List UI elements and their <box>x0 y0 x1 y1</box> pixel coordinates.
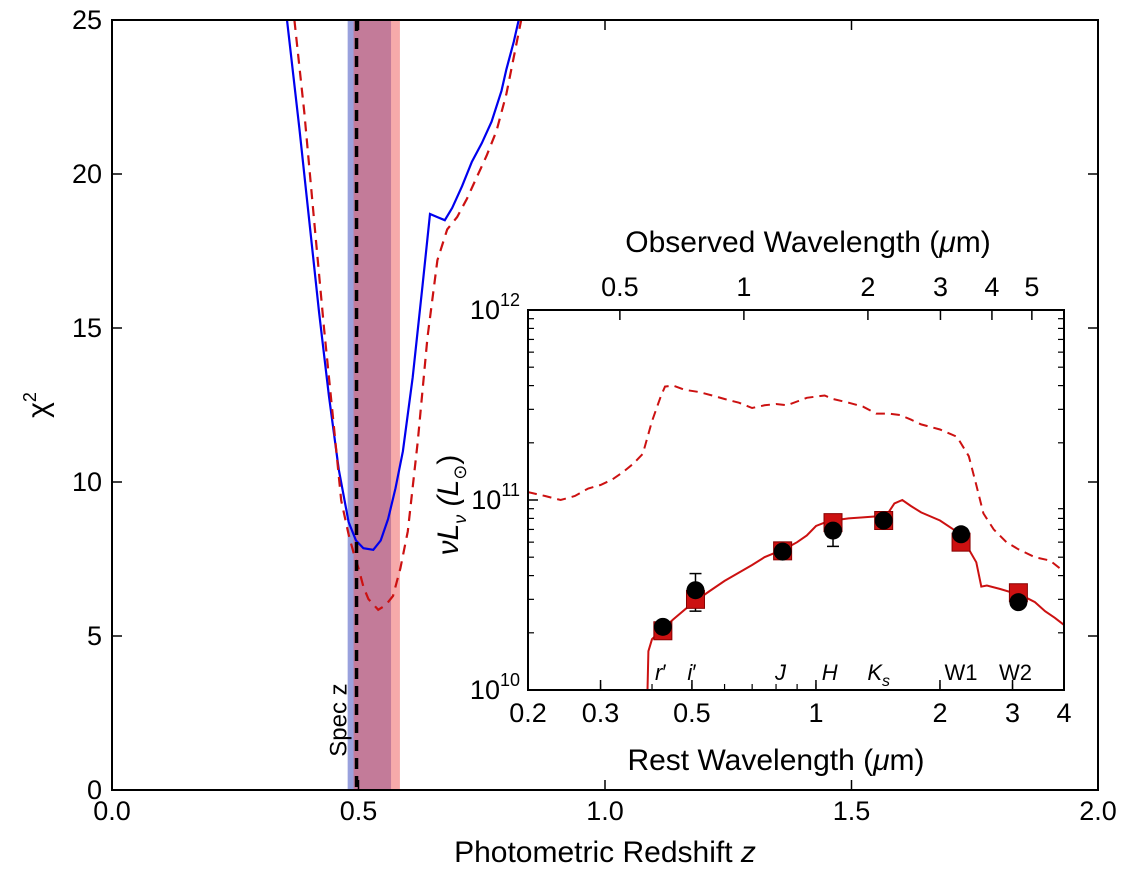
observed-tick-label: 1 <box>736 272 751 302</box>
observed-photometry-dot <box>874 511 893 530</box>
observed-photometry-dot <box>686 581 705 600</box>
band-label-h: H <box>822 660 838 685</box>
observed-tick-label: 5 <box>1024 272 1039 302</box>
observed-photometry-dot <box>824 521 843 540</box>
chi2-curve-dashed <box>293 20 523 612</box>
lum-tick-label: 1011 <box>471 480 520 515</box>
x-tick-label: 1.5 <box>833 796 871 826</box>
band-label-k: Ks <box>867 660 890 690</box>
y-axis-label-sup: 2 <box>20 392 40 402</box>
luminosity-label-paren: (L <box>432 480 465 515</box>
observed-wavelength-label-text: Observed Wavelength ( <box>625 226 939 259</box>
observed-photometry-dot <box>653 617 672 636</box>
luminosity-label-main: νL <box>432 524 465 556</box>
redshift-confidence-bands <box>347 20 400 790</box>
rest-tick-label: 0.3 <box>582 698 620 728</box>
chi2-curves <box>285 20 523 612</box>
observed-photometry-dot <box>1009 593 1028 612</box>
rest-wavelength-label-mu: μ <box>872 744 889 777</box>
y-tick-label: 20 <box>72 159 102 189</box>
rest-tick-label: 0.2 <box>509 698 547 728</box>
lum-tick-label: 1012 <box>470 290 520 325</box>
observed-tick-label: 3 <box>933 272 948 302</box>
rest-wavelength-label: Rest Wavelength (μm) <box>627 744 924 777</box>
observed-photometry-points <box>653 511 1028 636</box>
rest-tick-label: 0.5 <box>673 698 711 728</box>
x-axis-label-text: Photometric Redshift <box>454 836 741 869</box>
luminosity-label-close: ) <box>432 455 465 465</box>
rest-tick-label: 1 <box>808 698 823 728</box>
x-tick-label: 1.0 <box>586 796 624 826</box>
observed-photometry-dot <box>773 542 792 561</box>
band-label-w1: W1 <box>945 660 978 685</box>
luminosity-ticks: 1010 1011 1012 <box>470 290 1064 705</box>
rest-tick-label: 3 <box>1005 698 1020 728</box>
luminosity-axis-label: νLν (L⊙) <box>432 455 470 556</box>
rest-wavelength-label-after: m) <box>890 744 925 777</box>
x-axis-label-var: z <box>740 836 756 869</box>
luminosity-label-sub: ν <box>450 515 470 524</box>
x-axis-label: Photometric Redshift z <box>454 836 756 869</box>
observed-wavelength-label-mu: μ <box>938 226 955 259</box>
sed-curve-dashed <box>528 384 1064 573</box>
y-tick-label: 10 <box>72 467 102 497</box>
rest-tick-label: 4 <box>1056 698 1071 728</box>
rest-wavelength-ticks: 0.2 0.3 0.5 1 2 3 4 <box>509 680 1072 728</box>
observed-tick-label: 0.5 <box>601 272 639 302</box>
spec-z-label: Spec z <box>326 683 353 756</box>
observed-tick-label: 4 <box>984 272 999 302</box>
band-label-j: J <box>774 660 787 685</box>
x-tick-label: 0.0 <box>93 796 131 826</box>
observed-wavelength-label-after: m) <box>956 226 991 259</box>
confidence-band-1 <box>353 20 400 790</box>
x-tick-label: 0.5 <box>340 796 378 826</box>
y-tick-label: 5 <box>87 621 102 651</box>
observed-wavelength-ticks: 0.5 1 2 3 4 5 <box>601 272 1039 320</box>
band-label-w2: W2 <box>999 660 1032 685</box>
chi2-curve-solid <box>285 20 520 551</box>
observed-wavelength-label: Observed Wavelength (μm) <box>625 226 990 259</box>
rest-tick-label: 2 <box>932 698 947 728</box>
observed-photometry-dot <box>952 525 971 544</box>
band-label-i: i′ <box>687 660 696 685</box>
x-axis-ticks: 0.0 0.5 1.0 1.5 2.0 <box>93 20 1117 826</box>
sed-inset-background <box>528 310 1064 690</box>
x-tick-label: 2.0 <box>1079 796 1117 826</box>
lum-tick-label: 1010 <box>470 670 520 705</box>
band-label-r: r′ <box>655 660 666 685</box>
filter-band-labels: r′ i′ J H Ks W1 W2 <box>655 660 1032 690</box>
y-axis-label-base: χ <box>22 402 55 418</box>
sed-model-curves <box>528 384 1064 690</box>
luminosity-label-sun: ⊙ <box>450 465 470 480</box>
observed-tick-label: 2 <box>860 272 875 302</box>
rest-wavelength-label-text: Rest Wavelength ( <box>627 744 873 777</box>
sed-curve-solid <box>646 498 1064 690</box>
y-tick-label: 0 <box>87 775 102 805</box>
y-axis-label: χ2 <box>20 392 55 418</box>
y-tick-label: 25 <box>72 5 102 35</box>
sed-inset: r′ i′ J H Ks W1 W2 0.2 0.3 0.5 1 2 3 4 0.5 1 2 3 4 5 1010… <box>432 226 1072 777</box>
y-tick-label: 15 <box>72 313 102 343</box>
